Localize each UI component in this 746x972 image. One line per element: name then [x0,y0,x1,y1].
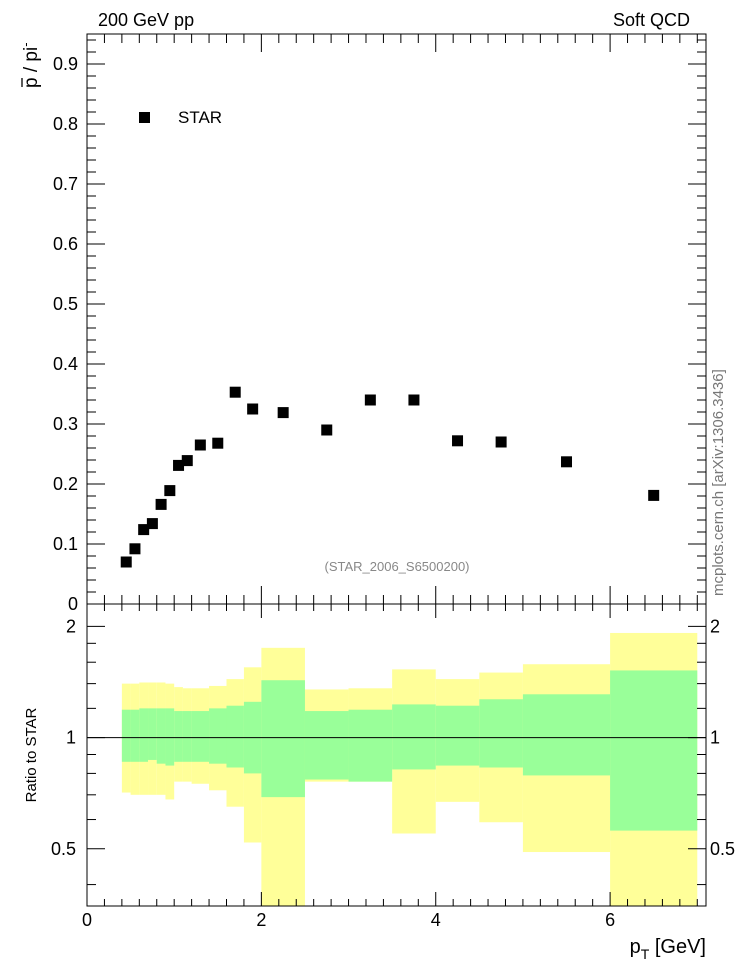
main-y-tick-label: 0.3 [53,414,78,434]
ratio-band-inner [156,708,166,764]
legend-marker [139,112,150,123]
data-point [146,518,158,530]
data-point [212,437,224,449]
ratio-band-inner [348,709,393,782]
data-point [648,489,660,501]
data-point [120,556,132,568]
ratio-ticks [87,604,706,906]
x-tick-label: 0 [82,910,92,930]
data-point [364,394,376,406]
data-point [181,455,193,467]
data-point [321,424,333,436]
ratio-band-inner [226,705,244,768]
ratio-band-inner [130,709,140,762]
ratio-y-tick-label-right: 2 [710,616,720,636]
main-y-tick-label: 0.6 [53,234,78,254]
ratio-y-tick-label-right: 0.5 [710,839,735,859]
ratio-xtick-labels: 0 2 4 6 [82,910,615,930]
data-point [277,407,289,419]
x-axis-label: pT [GeV] [630,936,706,962]
y-label-p: p [21,77,42,88]
main-y-tick-label: 0.8 [53,114,78,134]
y-label-sup: - [18,42,33,46]
data-point [452,435,464,447]
ratio-band-inner [435,705,480,766]
x-tick-label: 4 [431,910,441,930]
data-point [129,543,141,555]
x-label-sub: T [641,946,650,962]
data-point [138,524,150,536]
main-y-tick-label: 0.2 [53,474,78,494]
ratio-band-inner [148,708,157,760]
main-y-tick-label: 0.9 [53,54,78,74]
legend-label: STAR [178,108,222,127]
ratio-band-inner [304,711,349,780]
main-points [120,386,660,568]
ratio-band-inner [191,711,210,762]
ratio-band-inner [479,699,523,768]
x-label-unit: [GeV] [649,936,706,958]
data-point [164,485,176,497]
main-y-tick-label: 0.4 [53,354,78,374]
ratio-band-inner [165,708,175,766]
data-point [495,436,507,448]
ratio-band-inner [174,711,183,762]
ratio-y-tick-label-left: 0.5 [51,839,76,859]
svg-text:p / pi-: p / pi- [18,42,42,88]
main-y-tick-label: 0.5 [53,294,78,314]
ratio-band-inner [121,709,131,762]
header-right-label: Soft QCD [613,10,690,30]
ratio-ytick-labels: 0.5 0.5 1 1 2 2 [51,616,735,858]
ratio-panel: 0.5 0.5 1 1 2 2 0 2 4 6 Ratio to STAR pT [GeV] [23,603,735,962]
ratio-band-inner [610,670,698,831]
ratio-y-tick-label-left: 1 [66,728,76,748]
reference-label: (STAR_2006_S6500200) [324,559,469,574]
ratio-y-tick-label-right: 1 [710,728,720,748]
ratio-band-inner [139,708,149,762]
main-ytick-labels: 0.1 0.2 0.3 0.4 0.5 0.6 0.7 0.8 0.9 [53,54,78,554]
data-point [408,394,420,406]
header-left-label: 200 GeV pp [98,10,194,30]
main-panel: 0.1 0.2 0.3 0.4 0.5 0.6 0.7 0.8 0.9 0 STAR (STAR… [18,33,707,614]
main-ticks [87,34,706,604]
data-point [155,498,167,510]
ratio-y-axis-label: Ratio to STAR [23,707,40,802]
data-point [194,439,206,451]
ratio-band-inner [261,680,305,798]
ratio-bands [121,632,698,906]
main-y-tick-label: 0.1 [53,534,78,554]
ratio-band-inner [182,711,192,762]
main-cut-tick-label: 0 [68,594,78,614]
main-y-tick-label: 0.7 [53,174,78,194]
x-label-main: p [630,936,641,958]
data-point [247,403,259,415]
ratio-band-inner [209,708,227,764]
ratio-band-inner [522,694,611,776]
data-point [229,386,241,398]
data-point [561,456,573,468]
main-y-axis-label: p / pi- [18,42,42,88]
side-label: mcplots.cern.ch [arXiv:1306.3436] [710,369,727,596]
x-tick-label: 6 [605,910,615,930]
ratio-band-inner [392,704,436,770]
data-point [173,459,185,471]
y-label-rest: / pi [21,47,42,78]
x-tick-label: 2 [256,910,266,930]
ratio-y-tick-label-left: 2 [66,616,76,636]
